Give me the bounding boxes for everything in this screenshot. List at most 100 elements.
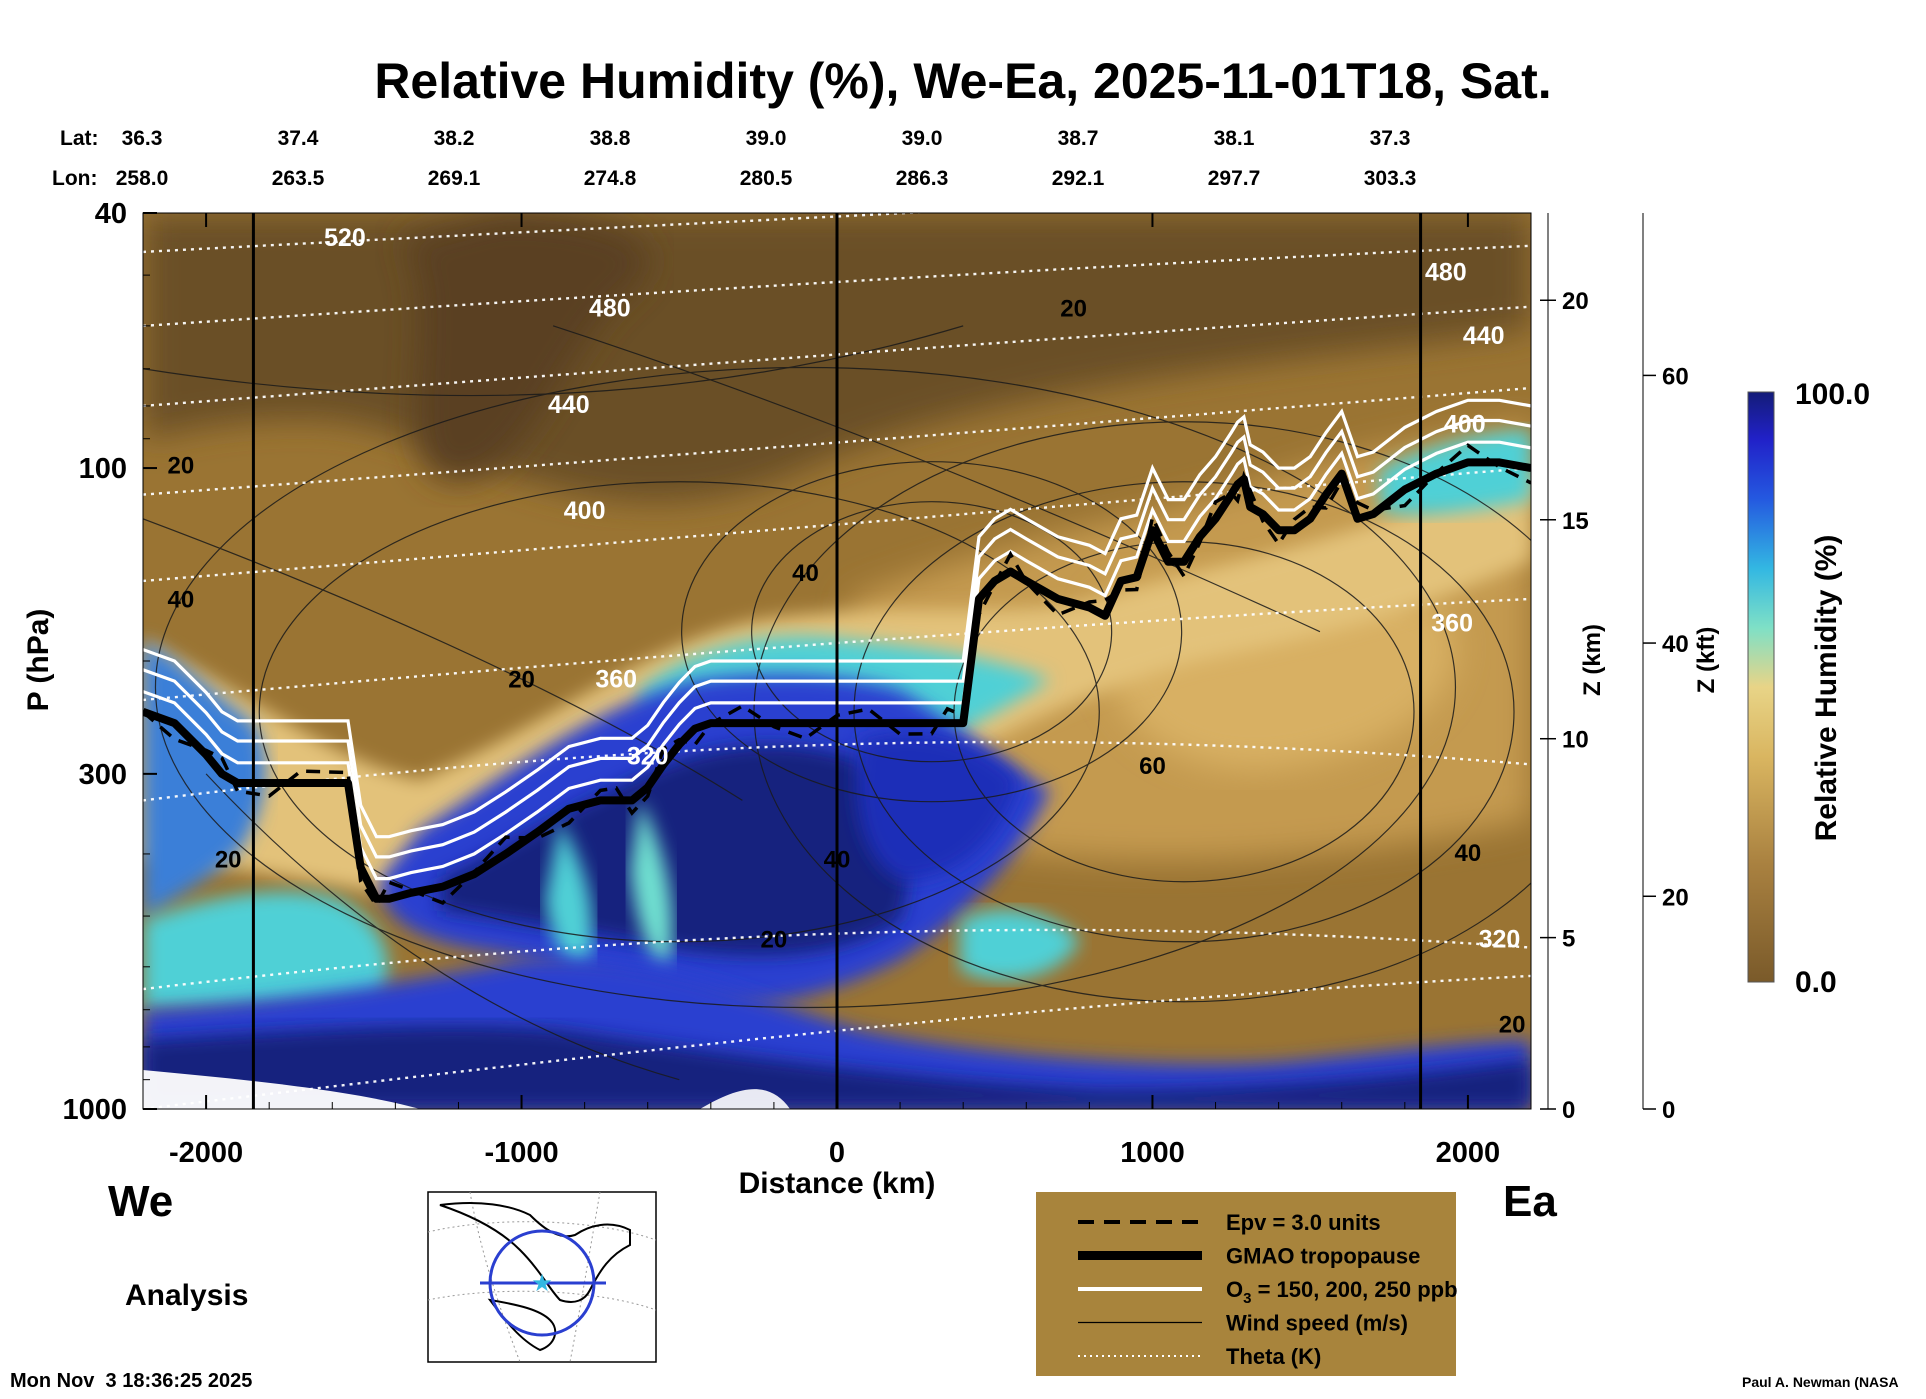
theta-label: 360 bbox=[595, 666, 637, 694]
wind-label: 40 bbox=[792, 560, 819, 587]
theta-label: 440 bbox=[1463, 322, 1505, 350]
credit: Paul A. Newman (NASA bbox=[1742, 1374, 1899, 1390]
svg-text:★: ★ bbox=[531, 1270, 553, 1297]
theta-label: 320 bbox=[627, 742, 669, 770]
wind-label: 40 bbox=[824, 847, 851, 874]
legend-label-sub: 3 bbox=[1243, 1290, 1251, 1307]
ozone-line bbox=[143, 418, 1531, 859]
z-kft-axis: 0 20 40 60 bbox=[1642, 213, 1689, 1124]
epv-line bbox=[143, 443, 1531, 909]
y-axis: 40 100 300 1000 bbox=[62, 198, 157, 1126]
ozone-line bbox=[143, 440, 1531, 881]
wind-label: 60 bbox=[1139, 753, 1166, 780]
lat-value: 38.2 bbox=[434, 127, 475, 150]
theta-label: 320 bbox=[1479, 926, 1521, 954]
legend-entry: GMAO tropopause bbox=[1078, 1244, 1420, 1269]
x-tick-label: 0 bbox=[829, 1137, 845, 1169]
analysis-label: Analysis bbox=[125, 1279, 248, 1312]
theta-label: 480 bbox=[1425, 259, 1467, 287]
wind-label: 20 bbox=[508, 667, 535, 694]
x-tick-label: -2000 bbox=[169, 1137, 243, 1169]
wind-label: 40 bbox=[1455, 840, 1482, 867]
theta-line bbox=[143, 386, 1531, 496]
wind-label: 20 bbox=[1499, 1012, 1526, 1039]
legend-label-main: Wind speed (m/s) bbox=[1226, 1311, 1408, 1336]
lat-value: 37.3 bbox=[1370, 127, 1411, 150]
colorbar-min-label: 0.0 bbox=[1795, 966, 1837, 999]
lon-value: 303.3 bbox=[1364, 167, 1417, 190]
legend-label: O3 = 150, 200, 250 ppb bbox=[1226, 1277, 1458, 1307]
lat-value: 36.3 bbox=[122, 127, 163, 150]
x-axis-label: Distance (km) bbox=[739, 1167, 936, 1200]
lat-label: Lat: bbox=[60, 127, 99, 150]
lat-value: 38.1 bbox=[1214, 127, 1255, 150]
wind-contour bbox=[154, 366, 1457, 1009]
theta-label: 360 bbox=[1431, 610, 1473, 638]
y-tick-label: 100 bbox=[79, 453, 127, 485]
timestamp: Mon Nov 3 18:36:25 2025 bbox=[10, 1370, 252, 1392]
z-kft-tick-label: 0 bbox=[1662, 1097, 1675, 1124]
wind-label: 20 bbox=[761, 927, 788, 954]
theta-label: 400 bbox=[1444, 410, 1486, 438]
chart-title: Relative Humidity (%), We-Ea, 2025-11-01… bbox=[374, 53, 1551, 109]
tropopause-line bbox=[143, 458, 1531, 903]
colorbar-max-label: 100.0 bbox=[1795, 378, 1870, 411]
lat-value: 39.0 bbox=[746, 127, 787, 150]
legend-entry: O3 = 150, 200, 250 ppb bbox=[1078, 1277, 1458, 1307]
y-tick-label: 40 bbox=[95, 198, 127, 230]
theta-label: 520 bbox=[324, 224, 366, 252]
lat-value: 38.7 bbox=[1058, 127, 1099, 150]
wind-label: 20 bbox=[168, 453, 195, 480]
legend-label-main: GMAO tropopause bbox=[1226, 1244, 1420, 1269]
theta-label: 400 bbox=[564, 497, 606, 525]
z-km-label: Z (km) bbox=[1579, 624, 1606, 696]
lon-value: 269.1 bbox=[428, 167, 481, 190]
legend-entry: Wind speed (m/s) bbox=[1078, 1311, 1408, 1336]
legend-label-rest: = 150, 200, 250 ppb bbox=[1251, 1277, 1457, 1302]
z-km-tick-label: 15 bbox=[1562, 508, 1589, 535]
heatmap: 320 320 360 360 400 400 440 440 480 480 520 520 20 40… bbox=[143, 191, 1531, 1109]
legend-label-main: O bbox=[1226, 1277, 1243, 1302]
lon-value: 280.5 bbox=[740, 167, 793, 190]
wind-contour bbox=[143, 518, 743, 801]
ozone-line bbox=[143, 398, 1531, 839]
lat-value: 39.0 bbox=[902, 127, 943, 150]
z-km-tick-label: 10 bbox=[1562, 727, 1589, 754]
wind-contour bbox=[751, 501, 1113, 763]
x-axis: -2000 -1000 0 1000 2000 bbox=[169, 213, 1500, 1169]
z-kft-tick-label: 60 bbox=[1662, 363, 1689, 390]
z-km-tick-label: 20 bbox=[1562, 288, 1589, 315]
legend: Epv = 3.0 units GMAO tropopause O3 = 150, … bbox=[1036, 1192, 1458, 1376]
z-kft-tick-label: 40 bbox=[1662, 631, 1689, 658]
legend-entry: Theta (K) bbox=[1078, 1344, 1321, 1369]
y-tick-label: 300 bbox=[79, 759, 127, 791]
theta-label: 520 bbox=[1220, 191, 1262, 219]
lat-lon-row: 36.3 37.4 38.2 38.8 39.0 39.0 38.7 38.1 37.3 258.… bbox=[116, 127, 1417, 190]
legend-label: Epv = 3.0 units bbox=[1226, 1210, 1381, 1235]
z-km-tick-label: 0 bbox=[1562, 1097, 1575, 1124]
y-tick-label: 1000 bbox=[62, 1094, 127, 1126]
colorbar bbox=[1747, 391, 1775, 983]
x-tick-label: 1000 bbox=[1120, 1137, 1185, 1169]
legend-label: Wind speed (m/s) bbox=[1226, 1311, 1408, 1336]
z-km-tick-label: 5 bbox=[1562, 926, 1575, 953]
lon-value: 258.0 bbox=[116, 167, 169, 190]
wind-contour bbox=[552, 325, 1321, 633]
lat-value: 38.8 bbox=[590, 127, 631, 150]
colorbar-label: Relative Humidity (%) bbox=[1810, 535, 1843, 842]
z-km-axis: 0 5 10 15 20 bbox=[1540, 213, 1589, 1124]
theta-label: 440 bbox=[548, 391, 590, 419]
wind-contour bbox=[681, 461, 1183, 803]
wind-label: 20 bbox=[1060, 295, 1087, 322]
lon-value: 263.5 bbox=[272, 167, 325, 190]
wind-label: 20 bbox=[215, 847, 242, 874]
legend-label: GMAO tropopause bbox=[1226, 1244, 1420, 1269]
east-label: Ea bbox=[1503, 1177, 1557, 1226]
lon-value: 286.3 bbox=[896, 167, 949, 190]
legend-label-main: Theta (K) bbox=[1226, 1344, 1321, 1369]
z-kft-label: Z (kft) bbox=[1693, 627, 1720, 694]
legend-label: Theta (K) bbox=[1226, 1344, 1321, 1369]
wind-contour bbox=[143, 325, 964, 397]
